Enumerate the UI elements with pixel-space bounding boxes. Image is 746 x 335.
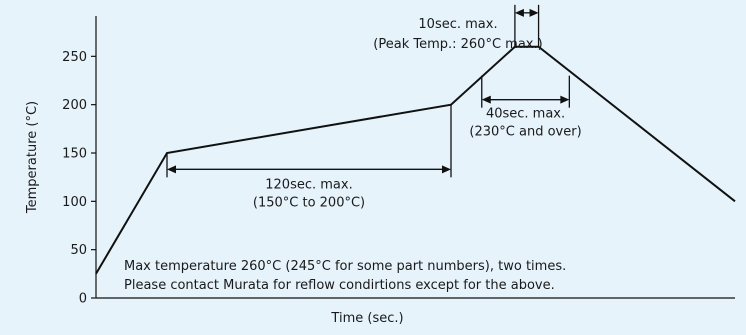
y-tick-label: 200 <box>62 98 87 113</box>
preheat-arrow-arrowhead-right <box>442 165 451 174</box>
note-line-1: Max temperature 260°C (245°C for some pa… <box>124 259 566 274</box>
series-layer <box>95 45 736 275</box>
axes <box>95 16 735 299</box>
above230-duration-label: 40sec. max. <box>486 107 565 122</box>
peak-temp-label: (Peak Temp.: 260°C max.) <box>373 37 542 52</box>
y-tick-label: 0 <box>79 292 87 307</box>
y-tick-label: 50 <box>70 243 87 258</box>
y-tick-label: 150 <box>62 147 87 162</box>
y-tick-label: 250 <box>62 50 87 65</box>
y-axis-ticks: 0 50 100 150 200 250 <box>62 50 96 307</box>
peak-arrow-arrowhead-left <box>514 8 524 17</box>
y-tick-label: 100 <box>62 195 87 210</box>
temperature-profile-line <box>95 45 736 275</box>
above230-arrow-arrowhead-left <box>481 95 491 104</box>
note-line-2: Please contact Murata for reflow condirt… <box>124 278 555 293</box>
peak-arrow-arrowhead-right <box>529 8 539 17</box>
above230-arrow-arrowhead-right <box>560 95 570 104</box>
preheat-arrow-arrowhead-left <box>167 165 176 174</box>
peak-duration-label: 10sec. max. <box>418 17 497 32</box>
preheat-duration-label: 120sec. max. <box>265 177 352 192</box>
y-axis-title: Temperature (°C) <box>25 101 40 214</box>
preheat-range-label: (150°C to 200°C) <box>253 195 365 210</box>
above230-range-label: (230°C and over) <box>469 125 581 140</box>
x-axis-title: Time (sec.) <box>330 311 403 326</box>
annotation-layer <box>166 4 570 178</box>
